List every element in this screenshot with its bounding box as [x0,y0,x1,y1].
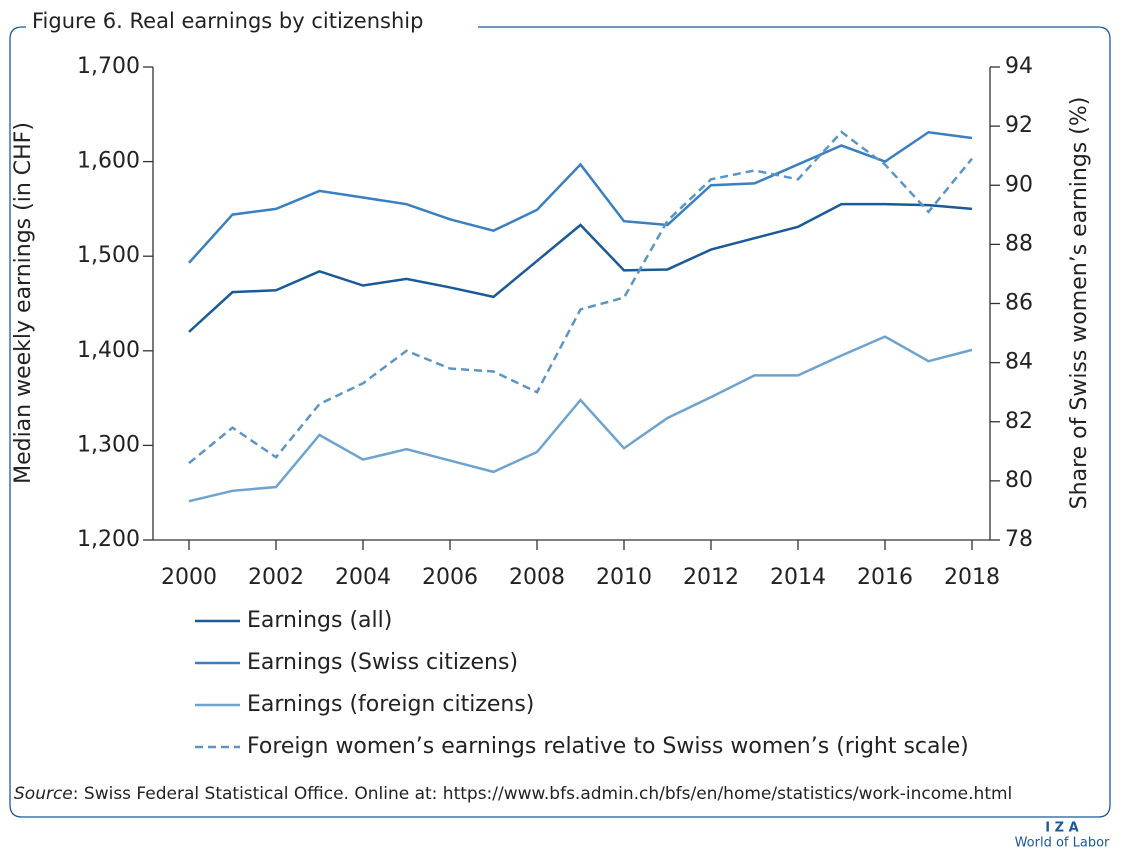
series-line [188,130,973,264]
y2-tick-label: 78 [1005,527,1033,552]
y2-tick-label: 88 [1005,231,1033,256]
legend-label: Earnings (Swiss citizens) [247,650,518,675]
x-tick-label: 2002 [248,565,304,590]
x-tick-label: 2018 [944,565,1000,590]
x-tick-label: 2004 [335,565,391,590]
x-tick-label: 2008 [509,565,565,590]
logo-mark: I Z A [1045,821,1078,836]
series-line [188,335,973,503]
y2-tick-label: 84 [1005,350,1033,375]
y2-axis-label: Share of Swiss women’s earnings (%) [1067,97,1092,510]
y-axis-label: Median weekly earnings (in CHF) [11,122,36,484]
source-text: : Swiss Federal Statistical Office. Onli… [73,784,1013,804]
x-tick-label: 2010 [596,565,652,590]
y2-tick-label: 86 [1005,291,1033,316]
legend-label: Earnings (foreign citizens) [247,692,534,717]
series-line [188,202,973,333]
y-tick-label: 1,500 [77,243,140,268]
x-tick-label: 2006 [422,565,478,590]
logo-name: World of Labor [1015,836,1110,851]
x-tick-label: 2012 [683,565,739,590]
frame [9,26,1111,818]
series-line [188,130,973,465]
y2-tick-label: 94 [1005,54,1033,79]
y-tick-label: 1,700 [77,54,140,79]
legend-label: Foreign women’s earnings relative to Swi… [247,734,969,759]
legend-label: Earnings (all) [247,608,392,633]
x-tick-label: 2014 [770,565,826,590]
x-tick-label: 2016 [857,565,913,590]
source-label: Source [14,784,73,804]
source: Source: Swiss Federal Statistical Office… [14,784,1012,804]
x-tick-label: 2000 [161,565,217,590]
y2-tick-label: 90 [1005,172,1033,197]
y-tick-label: 1,600 [77,149,140,174]
y2-tick-label: 80 [1005,468,1033,493]
y-tick-label: 1,400 [77,338,140,363]
y2-tick-label: 82 [1005,409,1033,434]
y-tick-label: 1,300 [77,432,140,457]
y2-tick-label: 92 [1005,113,1033,138]
chart-title: Figure 6. Real earnings by citizenship [32,9,423,33]
y-tick-label: 1,200 [77,527,140,552]
